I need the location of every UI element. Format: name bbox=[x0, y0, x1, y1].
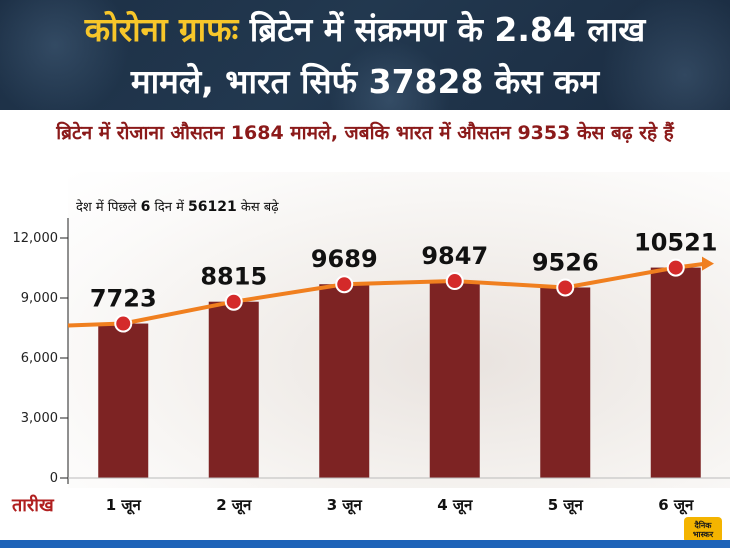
data-point bbox=[224, 292, 243, 311]
data-point bbox=[114, 314, 133, 333]
bar bbox=[98, 323, 149, 478]
data-point bbox=[666, 258, 685, 277]
note-prefix: देश में पिछले bbox=[76, 200, 137, 215]
data-label: 9689 bbox=[311, 245, 378, 273]
data-label: 8815 bbox=[200, 263, 267, 291]
chart-subtitle: ब्रिटेन में रोजाना औसतन 1684 मामले, जबकि… bbox=[56, 122, 674, 144]
publisher-logo: दैनिक भास्कर bbox=[684, 517, 722, 543]
headline-line-1: कोरोना ग्राफः ब्रिटेन में संक्रमण के 2.8… bbox=[0, 6, 730, 51]
y-tick-label: 9,000 bbox=[21, 291, 58, 306]
note-days: 6 bbox=[140, 199, 151, 215]
note-total: 56121 bbox=[188, 199, 237, 215]
data-label: 7723 bbox=[90, 285, 157, 313]
data-point bbox=[335, 275, 354, 294]
headline-text: ब्रिटेन में संक्रमण के 2.84 लाख bbox=[249, 10, 646, 49]
x-tick-label: 1 जून bbox=[106, 496, 142, 515]
x-axis-label: तारीख bbox=[12, 495, 54, 516]
plot-background bbox=[68, 172, 730, 488]
headline-line-2: मामले, भारत सिर्फ 37828 केस कम bbox=[130, 62, 600, 101]
y-tick-label: 0 bbox=[50, 471, 58, 486]
bar bbox=[540, 287, 591, 478]
x-tick-label: 5 जून bbox=[548, 496, 584, 515]
bar bbox=[429, 281, 480, 478]
y-tick-label: 12,000 bbox=[13, 231, 59, 246]
bar bbox=[650, 267, 701, 478]
data-label: 9847 bbox=[421, 242, 488, 270]
x-tick-label: 4 जून bbox=[437, 496, 473, 515]
x-tick-label: 3 जून bbox=[327, 496, 363, 515]
header-banner: कोरोना ग्राफः ब्रिटेन में संक्रमण के 2.8… bbox=[0, 0, 730, 110]
bar bbox=[319, 284, 370, 478]
data-label: 10521 bbox=[634, 229, 718, 257]
y-tick-label: 3,000 bbox=[21, 411, 58, 426]
trend-arrow-head bbox=[702, 256, 714, 271]
headline-accent: कोरोना ग्राफः bbox=[84, 10, 239, 49]
note-suffix: केस बढ़े bbox=[240, 200, 279, 215]
x-tick-label: 2 जून bbox=[216, 496, 252, 515]
x-tick-label: 6 जून bbox=[658, 496, 694, 515]
note-middle: दिन में bbox=[154, 200, 184, 215]
y-tick-label: 6,000 bbox=[21, 351, 58, 366]
chart-note: देश में पिछले 6 दिन में 56121 केस बढ़े bbox=[76, 197, 279, 215]
data-point bbox=[556, 278, 575, 297]
bar bbox=[208, 301, 259, 478]
data-label: 9526 bbox=[532, 248, 599, 276]
trend-line bbox=[67, 261, 707, 328]
bottom-strip bbox=[0, 540, 730, 548]
data-point bbox=[445, 272, 464, 291]
